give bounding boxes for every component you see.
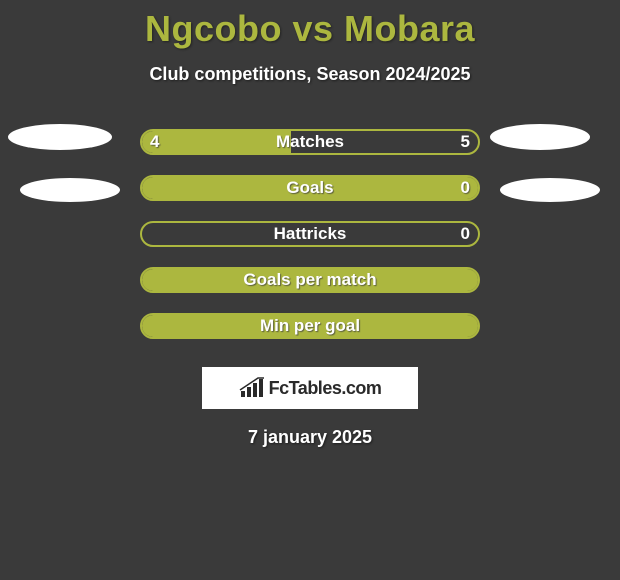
- stat-bar-track: [140, 313, 480, 339]
- date-label: 7 january 2025: [0, 427, 620, 448]
- stat-bar-left: [142, 315, 478, 337]
- decorative-ellipse: [490, 124, 590, 150]
- stat-bar-left: [142, 269, 478, 291]
- page-title: Ngcobo vs Mobara: [0, 0, 620, 50]
- decorative-ellipse: [500, 178, 600, 202]
- stat-bar-track: [140, 129, 480, 155]
- stat-bar-track: [140, 175, 480, 201]
- stat-row: Min per goal: [0, 303, 620, 349]
- chart-icon: [239, 377, 265, 399]
- stat-row: Goals per match: [0, 257, 620, 303]
- subtitle: Club competitions, Season 2024/2025: [0, 64, 620, 85]
- stat-row: Hattricks0: [0, 211, 620, 257]
- stats-container: Matches45Goals0Hattricks0Goals per match…: [0, 119, 620, 349]
- logo-box: FcTables.com: [202, 367, 418, 409]
- logo: FcTables.com: [239, 377, 382, 399]
- stat-bar-left: [142, 177, 478, 199]
- decorative-ellipse: [8, 124, 112, 150]
- stat-bar-left: [142, 131, 291, 153]
- decorative-ellipse: [20, 178, 120, 202]
- logo-text: FcTables.com: [269, 378, 382, 399]
- stat-bar-track: [140, 221, 480, 247]
- stat-bar-track: [140, 267, 480, 293]
